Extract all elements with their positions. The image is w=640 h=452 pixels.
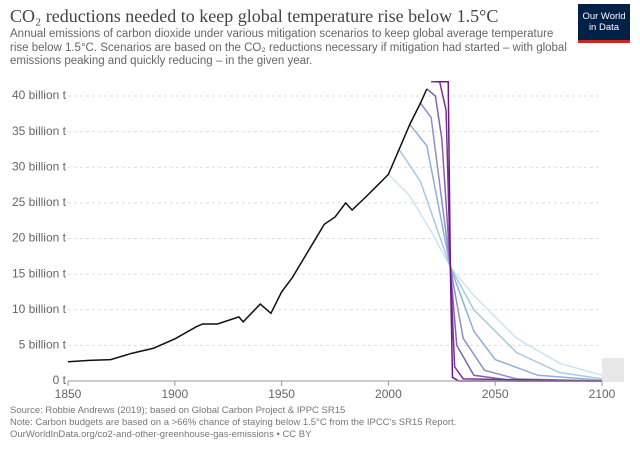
series-line (431, 81, 603, 382)
y-tick-label: 30 billion t (12, 159, 67, 173)
footer: Source: Robbie Andrews (2019); based on … (10, 405, 456, 441)
series-line (419, 102, 603, 382)
y-tick-label: 15 billion t (12, 266, 67, 280)
x-tick-label: 1950 (268, 387, 295, 400)
source-note: Note: Carbon budgets are based on a >66%… (10, 417, 457, 428)
y-tick-label: 25 billion t (12, 195, 67, 209)
series-line (68, 88, 428, 363)
chart-title: CO₂ reductions needed to keep global tem… (10, 6, 499, 26)
logo[interactable]: Our World in Data (578, 4, 630, 43)
chart-subtitle: Annual emissions of carbon dioxide under… (10, 28, 567, 67)
y-tick-label: 35 billion t (12, 124, 67, 138)
y-tick-label: 0 t (53, 373, 67, 387)
x-tick-label: 2100 (589, 387, 616, 400)
x-tick-label: 2000 (375, 387, 402, 400)
series-line (398, 149, 603, 380)
series-line (387, 173, 603, 377)
x-tick-label: 1850 (55, 387, 82, 400)
y-tick-label: 40 billion t (12, 88, 67, 102)
x-tick-label: 1900 (161, 387, 188, 400)
range-handle[interactable] (602, 358, 624, 382)
x-tick-label: 2050 (482, 387, 509, 400)
source-note: OurWorldInData.org/co2-and-other-greenho… (10, 429, 312, 440)
chart: 0 t 5 billion t 10 billion t 15 billion t 20… (12, 81, 624, 400)
y-tick-label: 20 billion t (12, 231, 67, 245)
series-line (435, 81, 602, 382)
source-note: Source: Robbie Andrews (2019); based on … (10, 405, 346, 416)
series-line (409, 124, 603, 382)
y-tick-label: 5 billion t (19, 338, 67, 352)
y-tick-label: 10 billion t (12, 302, 67, 316)
